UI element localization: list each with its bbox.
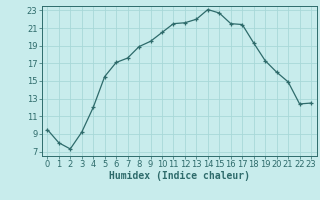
X-axis label: Humidex (Indice chaleur): Humidex (Indice chaleur) — [109, 171, 250, 181]
